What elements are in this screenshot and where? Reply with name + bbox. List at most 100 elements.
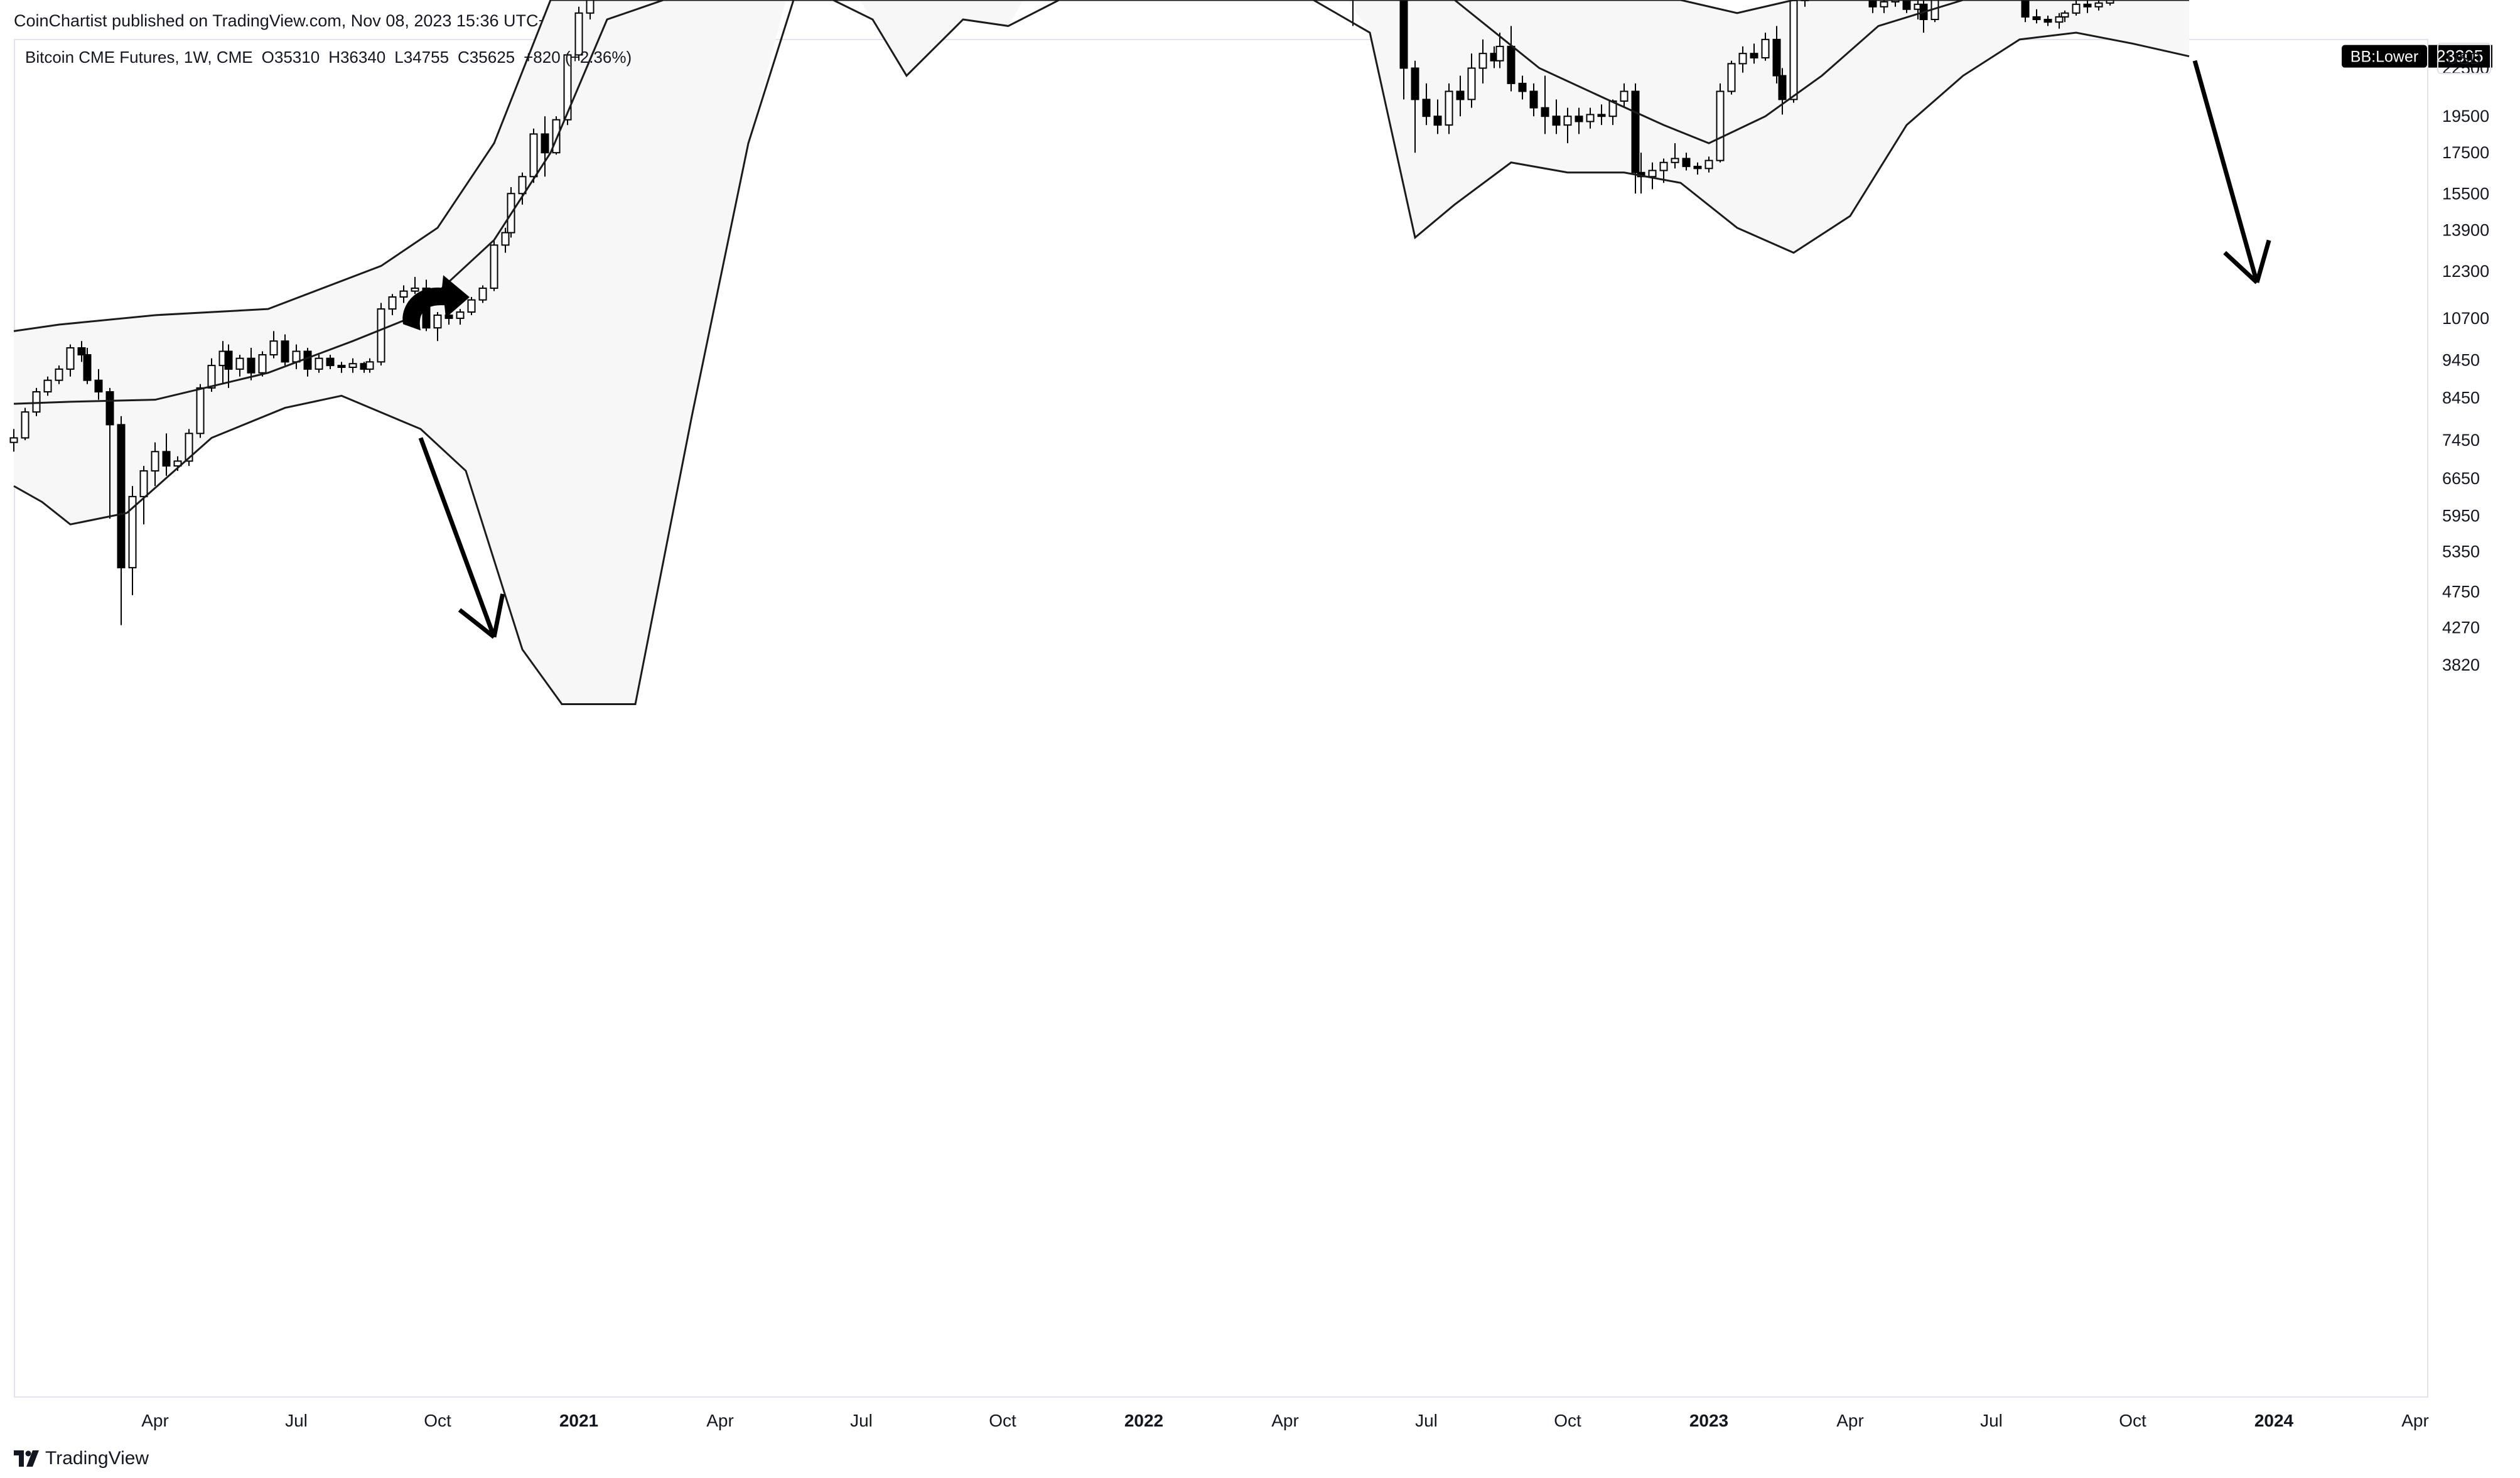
candle [1727, 60, 1736, 95]
x-tick-label: Apr [141, 1411, 169, 1430]
candle-body [1541, 107, 1549, 117]
candle [1352, 0, 1354, 26]
candle-body [1778, 75, 1787, 100]
y-tick-label: 13900 [2442, 221, 2489, 240]
candle-body [1750, 53, 1758, 59]
arrow-head [492, 593, 505, 638]
candle-body [1631, 90, 1640, 173]
y-tick-label: 8450 [2442, 388, 2480, 407]
y-tick-label: 7450 [2442, 431, 2480, 450]
candle [399, 285, 408, 303]
candle-body [207, 365, 216, 389]
x-tick-label: Oct [2119, 1411, 2146, 1430]
candle-body [2032, 16, 2041, 20]
y-tick-label: 10700 [2442, 309, 2489, 328]
candle-body [478, 288, 487, 301]
candles [9, 0, 2114, 625]
indicator-label: BB:Lower 23305 [2342, 45, 2492, 68]
curved-arrow-shape [402, 275, 470, 331]
candle-body [1727, 63, 1736, 92]
candle [1750, 43, 1758, 64]
candle [2072, 0, 2081, 16]
candle-body [43, 379, 52, 393]
candle-body [1563, 116, 1572, 126]
y-tick-label: 15500 [2442, 184, 2489, 203]
candle-body [1716, 90, 1725, 161]
annotations [402, 60, 2271, 639]
candle-body [235, 357, 244, 370]
candle [2083, 0, 2092, 13]
candle [490, 240, 498, 291]
price-labels: 356252d 8hBB:Upper34920BB:Basis29110BB:L… [2342, 45, 2492, 68]
candle [1399, 0, 1408, 100]
candle-body [1478, 53, 1487, 69]
symbol-legend[interactable]: Bitcoin CME Futures, 1W, CME O35310 H36340… [25, 48, 640, 67]
candle-body [151, 451, 159, 472]
candle [162, 433, 171, 476]
candle-body [173, 460, 182, 467]
arrow-shaft [418, 437, 497, 638]
candle-body [83, 354, 92, 381]
candle-body [269, 340, 278, 356]
curved-arrow-icon [402, 275, 470, 331]
candle [1478, 39, 1487, 84]
arrow-head [2254, 239, 2271, 283]
candle-body [1789, 0, 1798, 100]
candle [433, 312, 442, 342]
candle-body [2055, 16, 2064, 23]
tradingview-brand[interactable]: TradingView [14, 1448, 149, 1469]
candle [1529, 83, 1538, 117]
candle-body [337, 365, 346, 368]
candle-body [1880, 1, 1888, 8]
candle-body [2021, 0, 2030, 18]
candle [1575, 107, 1583, 134]
legend-open: O35310 [261, 48, 320, 67]
candle-body [1518, 82, 1527, 92]
candle-body [1467, 67, 1476, 100]
indicator-value: 23305 [2436, 47, 2483, 66]
legend-high: H36340 [328, 48, 386, 67]
candle-body [518, 176, 527, 195]
candle-body [185, 433, 193, 462]
candle-body [196, 387, 205, 434]
currency-button[interactable]: USD [2437, 43, 2491, 74]
candle [456, 309, 465, 325]
chart-pane[interactable] [14, 39, 2428, 1398]
candle [21, 407, 30, 440]
x-tick-label: Apr [2401, 1411, 2429, 1430]
x-tick-label: Apr [1836, 1411, 1864, 1430]
x-tick-label: 2023 [1689, 1411, 1728, 1430]
candle [1552, 99, 1561, 134]
arrow-shaft [2192, 60, 2259, 283]
candle [1422, 83, 1431, 126]
y-tick-label: 9450 [2442, 351, 2480, 370]
candle-body [377, 308, 385, 363]
candle [2055, 13, 2064, 29]
candle-body [574, 12, 583, 56]
candle-body [1930, 0, 1939, 20]
candle-body [326, 357, 335, 367]
x-tick-label: 2022 [1124, 1411, 1163, 1430]
legend-close: C35625 [458, 48, 515, 67]
axes: 3820 4270 4750 5350 5950 6650 7450 8450 9450 1070… [141, 59, 2489, 1430]
candle-body [490, 244, 498, 289]
x-tick-label: Apr [1271, 1411, 1299, 1430]
candle-body [1586, 114, 1595, 122]
candle [2032, 9, 2041, 24]
candle-body [21, 411, 30, 439]
candle-body [105, 391, 114, 426]
candle-body [1659, 161, 1668, 171]
bb-upper-line [13, 0, 2189, 332]
candle-body [1682, 158, 1691, 168]
y-tick-label: 5950 [2442, 507, 2480, 526]
candle [315, 355, 323, 373]
candle-body [117, 424, 126, 569]
candle-body [1495, 45, 1504, 62]
x-tick-label: Apr [706, 1411, 734, 1430]
y-tick-label: 12300 [2442, 262, 2489, 281]
candle [529, 128, 538, 183]
candle [388, 294, 397, 315]
candle [377, 303, 385, 366]
candle [2043, 15, 2052, 26]
